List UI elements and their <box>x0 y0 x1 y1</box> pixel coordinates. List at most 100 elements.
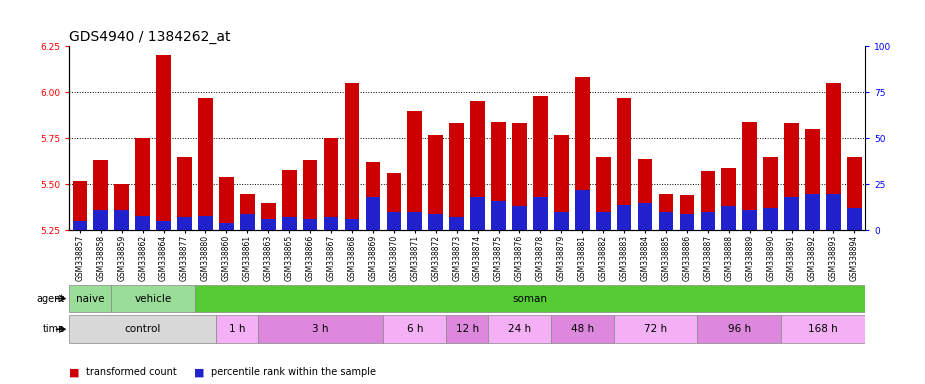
Bar <box>324 138 339 230</box>
Bar <box>219 223 234 230</box>
Bar <box>596 157 611 230</box>
Bar <box>178 157 191 230</box>
Bar <box>261 219 276 230</box>
Text: 72 h: 72 h <box>644 324 667 334</box>
Bar <box>512 207 526 230</box>
Bar <box>554 212 569 230</box>
Bar <box>156 55 171 230</box>
Bar <box>93 210 108 230</box>
Bar <box>743 210 757 230</box>
Bar <box>111 285 195 313</box>
Bar <box>533 197 548 230</box>
Bar <box>450 217 464 230</box>
Bar <box>659 212 673 230</box>
Bar <box>659 194 673 230</box>
Bar <box>596 212 611 230</box>
Bar <box>240 214 254 230</box>
Text: percentile rank within the sample: percentile rank within the sample <box>211 367 376 377</box>
Bar <box>575 190 589 230</box>
Bar <box>784 124 799 230</box>
Text: 48 h: 48 h <box>571 324 594 334</box>
Bar <box>700 171 715 230</box>
Bar <box>156 221 171 230</box>
Bar <box>115 184 129 230</box>
Bar <box>784 197 799 230</box>
Bar <box>491 201 506 230</box>
Bar <box>365 197 380 230</box>
Bar <box>637 159 652 230</box>
Bar <box>198 98 213 230</box>
Bar <box>700 212 715 230</box>
Bar <box>470 101 485 230</box>
Bar <box>470 197 485 230</box>
Bar <box>135 138 150 230</box>
Bar <box>324 217 339 230</box>
Bar <box>826 194 841 230</box>
Text: 3 h: 3 h <box>313 324 328 334</box>
Text: soman: soman <box>512 293 548 304</box>
Bar <box>533 96 548 230</box>
Bar <box>491 122 506 230</box>
Bar <box>617 98 632 230</box>
Bar <box>69 285 111 313</box>
Bar <box>763 157 778 230</box>
Bar <box>282 217 297 230</box>
Bar <box>512 124 526 230</box>
Bar <box>387 173 401 230</box>
Bar <box>697 316 781 343</box>
Bar <box>575 78 589 230</box>
Bar <box>407 111 422 230</box>
Bar <box>72 180 87 230</box>
Bar <box>446 316 488 343</box>
Bar <box>826 83 841 230</box>
Bar <box>219 177 234 230</box>
Bar <box>613 316 697 343</box>
Bar <box>450 124 464 230</box>
Bar <box>781 316 865 343</box>
Bar <box>282 170 297 230</box>
Bar <box>216 316 258 343</box>
Bar <box>428 214 443 230</box>
Bar <box>93 161 108 230</box>
Bar <box>345 219 359 230</box>
Text: 168 h: 168 h <box>808 324 838 334</box>
Bar <box>198 216 213 230</box>
Text: agent: agent <box>36 293 65 304</box>
Bar <box>428 134 443 230</box>
Bar <box>302 161 317 230</box>
Bar <box>365 162 380 230</box>
Bar <box>805 129 820 230</box>
Text: ■: ■ <box>69 367 80 377</box>
Bar <box>345 83 359 230</box>
Text: vehicle: vehicle <box>134 293 172 304</box>
Bar <box>72 221 87 230</box>
Text: time: time <box>43 324 65 334</box>
Bar <box>617 205 632 230</box>
Bar <box>387 212 401 230</box>
Text: GDS4940 / 1384262_at: GDS4940 / 1384262_at <box>69 30 231 44</box>
Bar <box>847 208 862 230</box>
Bar <box>763 208 778 230</box>
Bar <box>637 203 652 230</box>
Bar <box>722 207 736 230</box>
Bar <box>551 316 613 343</box>
Text: 6 h: 6 h <box>407 324 423 334</box>
Bar <box>258 316 383 343</box>
Bar <box>488 316 551 343</box>
Text: 12 h: 12 h <box>455 324 479 334</box>
Bar <box>69 316 216 343</box>
Bar <box>261 203 276 230</box>
Bar <box>195 285 865 313</box>
Text: ■: ■ <box>194 367 204 377</box>
Bar <box>407 212 422 230</box>
Bar <box>680 214 695 230</box>
Bar <box>302 219 317 230</box>
Bar <box>743 122 757 230</box>
Bar <box>115 210 129 230</box>
Bar <box>554 134 569 230</box>
Text: transformed count: transformed count <box>86 367 177 377</box>
Text: 24 h: 24 h <box>508 324 531 334</box>
Bar <box>847 157 862 230</box>
Bar <box>722 168 736 230</box>
Text: control: control <box>125 324 161 334</box>
